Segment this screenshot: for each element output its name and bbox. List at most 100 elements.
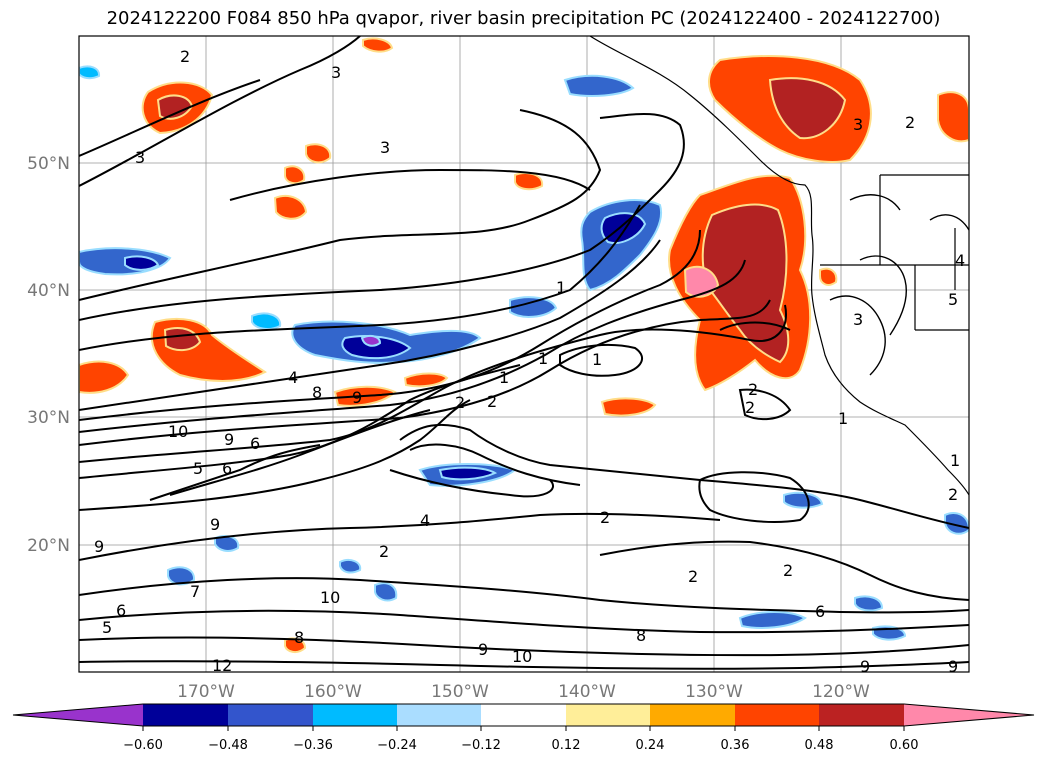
pc-neg-small-11 <box>339 559 362 574</box>
contour-label: 6 <box>116 601 126 620</box>
contour-label: 5 <box>948 290 958 309</box>
contour-label: 3 <box>331 63 341 82</box>
colorbar-segment <box>566 704 650 726</box>
pc-neg-mid-north <box>509 296 558 318</box>
colorbar-segment <box>228 704 313 726</box>
contour-label: 1 <box>556 278 566 297</box>
pc-neg-small-2 <box>783 491 824 509</box>
contour-label: 2 <box>948 485 958 504</box>
contour-label: 1 <box>838 409 848 428</box>
contour-label: 2 <box>600 508 610 527</box>
lat-label-30n: 30°N <box>27 408 70 428</box>
pc-neg-north <box>563 74 635 97</box>
contour-label: 5 <box>193 459 203 478</box>
pc-pos-west-coast-peak <box>683 265 720 298</box>
pc-neg-small-5 <box>854 595 884 612</box>
colorbar-segment <box>481 704 566 726</box>
contour-label: 2 <box>379 542 389 561</box>
contour-label: 4 <box>955 251 965 270</box>
pc-neg-small-1 <box>251 312 282 330</box>
colorbar-tick-label: 0.48 <box>805 738 834 753</box>
contour-label: 10 <box>512 647 532 666</box>
pc-pos-small-9 <box>362 37 394 53</box>
colorbar: −0.60 −0.48 −0.36 −0.24 −0.12 0.12 0.24 … <box>12 703 1035 753</box>
contour-label: 2 <box>748 380 758 399</box>
colorbar-tick-label: −0.24 <box>377 738 417 753</box>
map-title: 2024122200 F084 850 hPa qvapor, river ba… <box>106 8 941 29</box>
pc-neg-central-core <box>341 335 412 360</box>
pc-pos-dateline-west <box>79 360 130 394</box>
colorbar-extend-low <box>13 704 143 726</box>
pc-pos-small-1 <box>273 194 308 220</box>
colorbar-extend-high <box>904 704 1034 726</box>
contour-label: 4 <box>288 368 298 387</box>
lon-label-150w: 150°W <box>431 682 489 702</box>
lat-label-20n: 20°N <box>27 536 70 556</box>
lon-label-140w: 140°W <box>558 682 616 702</box>
longitude-labels: 170°W 160°W 150°W 140°W 130°W 120°W <box>177 682 870 702</box>
negative-pc-field <box>79 65 969 641</box>
contour-label: 6 <box>250 434 260 453</box>
contour-label: 9 <box>948 657 958 676</box>
contour-label: 12 <box>212 656 232 675</box>
pc-neg-small-9 <box>79 65 101 80</box>
pc-neg-central-peak <box>360 334 382 347</box>
lon-label-130w: 130°W <box>685 682 743 702</box>
colorbar-segment <box>313 704 397 726</box>
colorbar-tick-label: −0.36 <box>293 738 333 753</box>
contour-label: 9 <box>478 640 488 659</box>
contour-label: 1 <box>592 350 602 369</box>
contour-label: 9 <box>210 515 220 534</box>
contour-label: 9 <box>860 657 870 676</box>
pc-pos-small-10 <box>819 267 838 286</box>
pc-pos-small-3 <box>305 143 332 164</box>
lon-label-160w: 160°W <box>304 682 362 702</box>
colorbar-tick-label: 0.36 <box>721 738 750 753</box>
colorbar-tick-label: −0.48 <box>208 738 248 753</box>
colorbar-segment <box>819 704 904 726</box>
colorbar-segment <box>650 704 735 726</box>
pc-neg-subtropical-core <box>438 466 498 481</box>
contour-label: 4 <box>420 511 430 530</box>
contour-label: 2 <box>180 47 190 66</box>
contour-label: 5 <box>102 618 112 637</box>
contour-label: 1 <box>538 349 548 368</box>
contour-label: 3 <box>380 138 390 157</box>
contour-label: 2 <box>688 567 698 586</box>
contour-label: 8 <box>636 626 646 645</box>
contour-label: 2 <box>905 113 915 132</box>
contour-label: 2 <box>783 561 793 580</box>
lon-label-170w: 170°W <box>177 682 235 702</box>
pc-pos-small-4 <box>514 172 544 191</box>
colorbar-segment <box>735 704 819 726</box>
contour-label: 6 <box>815 602 825 621</box>
qvapor-contours-coastal <box>829 194 969 376</box>
colorbar-tick-label: −0.12 <box>461 738 501 753</box>
contour-label: 9 <box>224 430 234 449</box>
contour-label: 8 <box>312 383 322 402</box>
contour-label: 1 <box>499 368 509 387</box>
contour-label: 8 <box>294 628 304 647</box>
pc-pos-far-ne <box>937 91 969 143</box>
contour-label: 2 <box>487 392 497 411</box>
contour-label: 3 <box>135 148 145 167</box>
colorbar-tick-label: 0.12 <box>552 738 581 753</box>
colorbar-tick-label: 0.24 <box>636 738 665 753</box>
lat-label-50n: 50°N <box>27 154 70 174</box>
contour-label: 6 <box>222 459 232 478</box>
colorbar-tick-label: −0.60 <box>123 738 163 753</box>
pc-pos-mid-pacific-west-core <box>163 327 202 352</box>
colorbar-segment <box>143 704 228 726</box>
contour-label: 2 <box>455 393 465 412</box>
coastline-alaska-bc <box>589 36 969 496</box>
colorbar-tick-label: 0.60 <box>890 738 919 753</box>
pc-pos-small-5 <box>600 397 657 417</box>
contour-label: 1 <box>950 451 960 470</box>
contour-label: 2 <box>745 398 755 417</box>
contour-labels: 2 3 3 3 2 3 2 2 4 8 9 10 9 6 5 6 2 1 1 1… <box>94 47 965 676</box>
contour-label: 7 <box>190 582 200 601</box>
contour-label: 3 <box>853 310 863 329</box>
coastline <box>589 36 969 496</box>
contour-label: 10 <box>168 422 188 441</box>
